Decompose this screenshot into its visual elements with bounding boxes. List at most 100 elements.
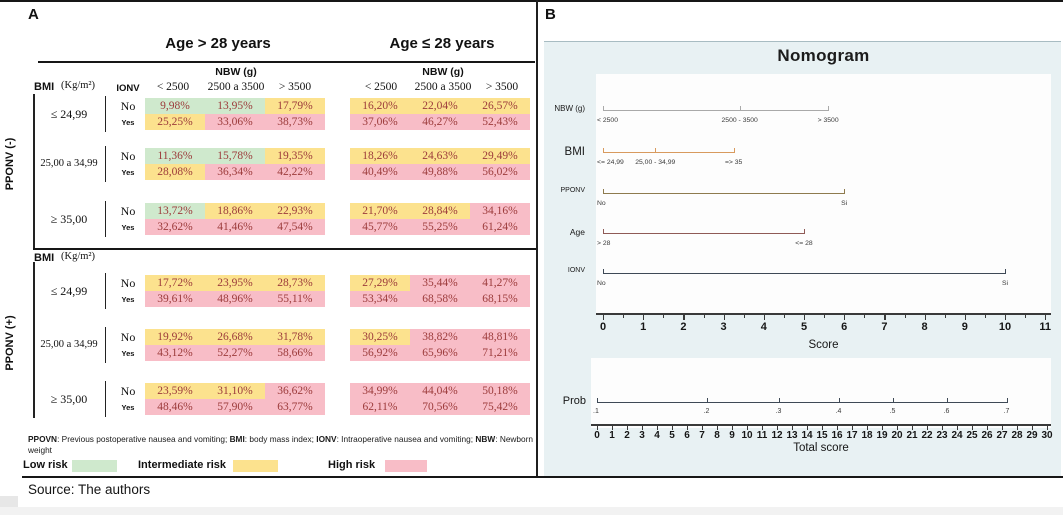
- table-section-divider: [33, 248, 536, 250]
- footnote-abbrev: PPOVN: [28, 434, 58, 444]
- nomo-point-label: 25,00 - 34,99: [635, 159, 676, 166]
- total-axis-tick: [672, 425, 674, 430]
- nomo-line: [603, 273, 1005, 275]
- table-group-vline: [105, 96, 107, 132]
- total-axis-line: [591, 424, 1051, 426]
- total-axis-tick-label: 21: [906, 430, 918, 441]
- total-axis-tick-label: 16: [831, 430, 843, 441]
- total-axis-tick-label: 15: [816, 430, 828, 441]
- nomo-point-label: No: [597, 280, 606, 287]
- score-axis-tick: [824, 314, 826, 318]
- risk-cell: 13,95%: [205, 98, 265, 114]
- score-axis-tick: [844, 314, 846, 320]
- panel-a-label: A: [28, 6, 39, 23]
- pponv-section-label: PPONV (+): [4, 315, 16, 371]
- total-axis-tick: [762, 425, 764, 430]
- risk-cell: 28,73%: [265, 275, 325, 291]
- nomo-point-label: < 2500: [597, 117, 618, 124]
- score-axis-tick-label: 5: [800, 321, 808, 333]
- score-axis-tick-label: 10: [998, 321, 1012, 333]
- risk-cell: 13,72%: [145, 203, 205, 219]
- nomo-tick: [844, 189, 846, 194]
- total-axis-tick: [927, 425, 929, 430]
- ionv-no-label: No: [120, 330, 136, 344]
- ionv-no-label: No: [120, 204, 136, 218]
- score-axis-tick: [763, 314, 765, 320]
- risk-cell: 19,92%: [145, 329, 205, 345]
- legend-swatch-low: [72, 460, 117, 472]
- prob-tick: [1006, 398, 1008, 403]
- score-axis-tick: [804, 314, 806, 320]
- ionv-yes-label: Yes: [121, 403, 135, 412]
- nomo-tick: [603, 106, 605, 111]
- nomo-point-label: <= 24,99: [597, 159, 624, 166]
- score-axis-tick-label: 6: [841, 321, 848, 333]
- risk-cell: 26,68%: [205, 329, 265, 345]
- risk-cell: 53,34%: [350, 291, 410, 307]
- nomo-var-label: Age: [569, 227, 585, 237]
- total-axis-tick-label: 29: [1026, 430, 1038, 441]
- total-axis-tick: [642, 425, 644, 430]
- risk-cell: 17,72%: [145, 275, 205, 291]
- risk-cell: 50,18%: [470, 383, 530, 399]
- risk-cell: 9,98%: [145, 98, 205, 114]
- risk-cell: 68,58%: [410, 291, 470, 307]
- nomo-tick: [828, 106, 830, 111]
- risk-cell: 49,88%: [410, 164, 470, 180]
- nbw-header: NBW (g): [422, 66, 464, 78]
- score-axis-tick: [703, 314, 705, 318]
- total-axis-tick-label: 30: [1041, 430, 1053, 441]
- footnote-text: : Intraoperative nausea and vomiting;: [336, 434, 476, 444]
- nomo-point-label: => 35: [724, 159, 743, 166]
- total-axis-tick-label: 12: [771, 430, 783, 441]
- risk-cell: 30,25%: [350, 329, 410, 345]
- risk-cell: 31,78%: [265, 329, 325, 345]
- legend-swatch-intermediate: [233, 460, 278, 472]
- total-axis-tick: [807, 425, 809, 430]
- table-group-vline: [105, 327, 107, 363]
- table-header-rule: [38, 61, 535, 63]
- risk-cell: 29,49%: [470, 148, 530, 164]
- nbw-col-header: < 2500: [156, 81, 190, 93]
- score-axis-tick-label: 1: [640, 321, 647, 333]
- risk-cell: 56,92%: [350, 345, 410, 361]
- total-axis-tick-label: 14: [801, 430, 813, 441]
- risk-cell: 38,82%: [410, 329, 470, 345]
- total-axis-tick-label: 4: [654, 430, 660, 441]
- total-axis-title: Total score: [793, 442, 849, 454]
- risk-cell: 28,08%: [145, 164, 205, 180]
- total-axis-tick: [1047, 425, 1049, 430]
- total-axis-tick: [912, 425, 914, 430]
- risk-cell: 46,27%: [410, 114, 470, 130]
- age-group-header-left: Age > 28 years: [165, 35, 271, 52]
- bottom-strip: [0, 507, 1063, 515]
- total-axis-tick-label: 3: [639, 430, 645, 441]
- score-axis-tick: [984, 314, 987, 318]
- total-axis-tick: [897, 425, 899, 430]
- nomo-point-label: <= 28: [795, 240, 813, 247]
- total-axis-tick-label: 26: [981, 430, 993, 441]
- risk-cell: 38,73%: [265, 114, 325, 130]
- nomo-var-label: IONV: [567, 267, 585, 274]
- total-axis-tick: [792, 425, 794, 430]
- risk-cell: 23,95%: [205, 275, 265, 291]
- nomo-line: [603, 233, 804, 235]
- score-axis-tick: [924, 314, 926, 320]
- score-axis-tick: [944, 314, 946, 318]
- risk-cell: 65,96%: [410, 345, 470, 361]
- nbw-col-header: > 3500: [485, 81, 519, 93]
- total-axis-tick-label: 27: [996, 430, 1008, 441]
- footnote-text: : Previous postoperative nausea and vomi…: [57, 434, 230, 444]
- risk-cell: 22,93%: [265, 203, 325, 219]
- score-axis-tick: [884, 314, 886, 320]
- ionv-no-label: No: [120, 384, 136, 398]
- table-group-vline: [105, 273, 107, 309]
- total-axis-tick-label: 1: [609, 430, 615, 441]
- bmi-group-label: 25,00 a 34,99: [40, 158, 98, 169]
- total-axis-tick: [1032, 425, 1034, 430]
- risk-cell: 32,62%: [145, 219, 205, 235]
- total-axis-tick: [702, 425, 704, 430]
- risk-cell: 55,25%: [410, 219, 470, 235]
- risk-cell: 35,44%: [410, 275, 470, 291]
